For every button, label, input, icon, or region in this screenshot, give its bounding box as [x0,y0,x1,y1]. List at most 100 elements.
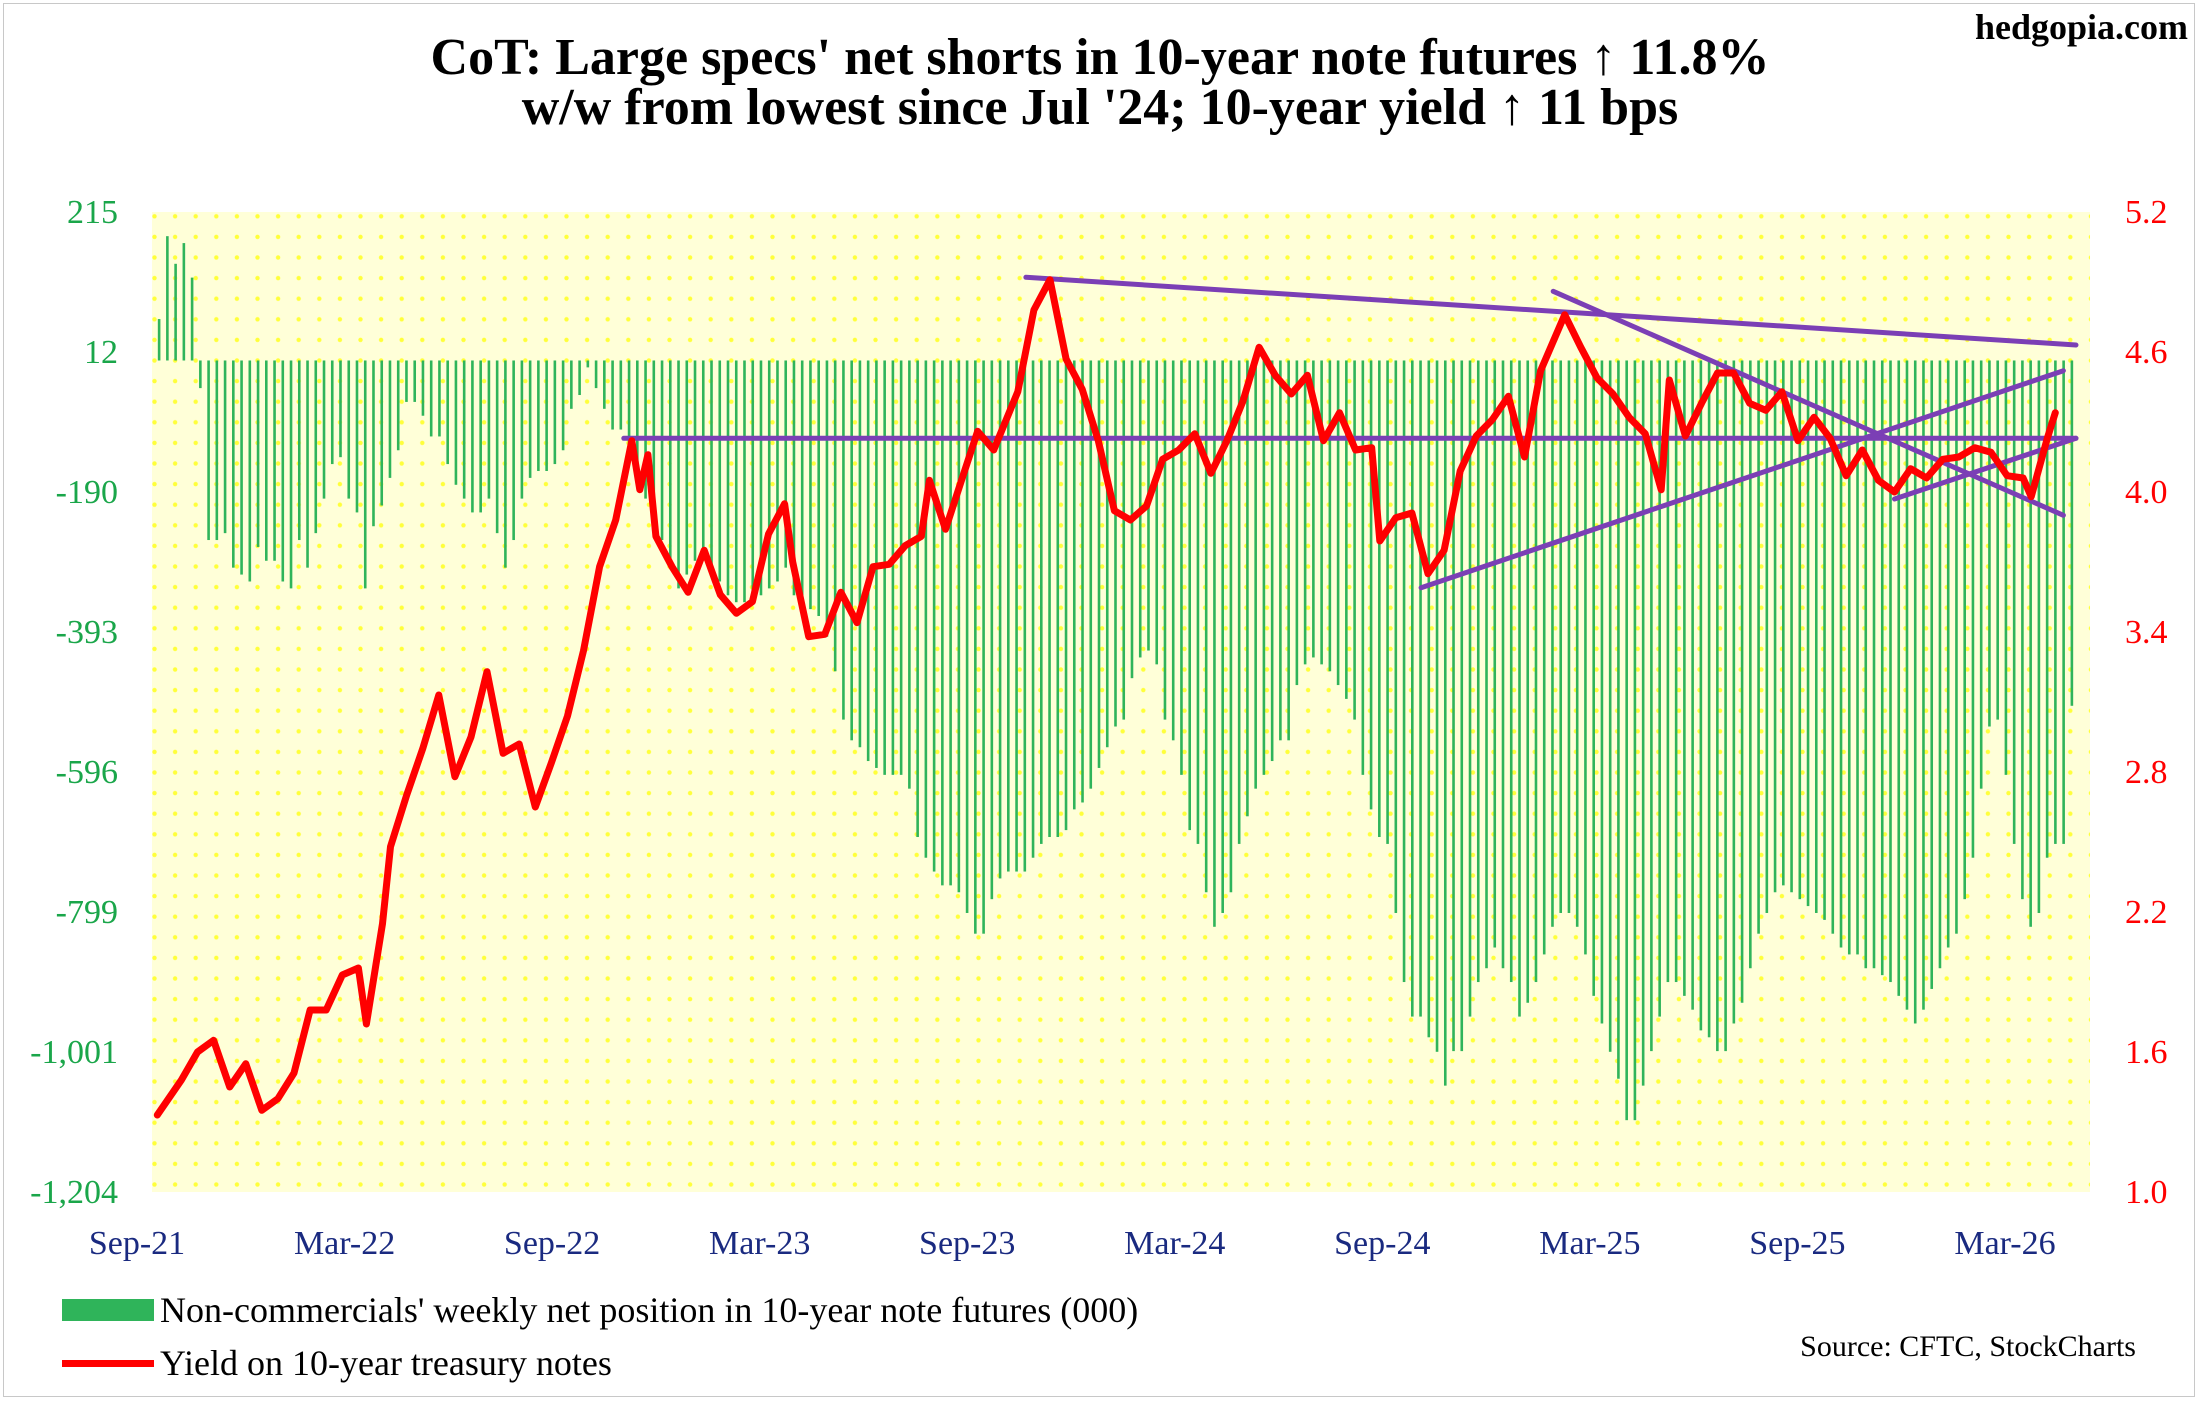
net-position-bar [504,360,507,568]
net-position-bar [190,277,194,361]
net-position-bar [1336,360,1340,686]
net-position-bar [1279,360,1282,741]
net-position-bar [1724,360,1727,1052]
net-position-bar [603,360,606,409]
net-position-bar [1493,360,1497,948]
net-position-bar [1674,360,1678,983]
net-position-bar [1411,360,1414,1017]
net-position-bar [380,360,384,506]
net-position-bar [471,360,474,513]
net-position-bar [388,360,392,478]
net-position-bar [693,360,697,561]
net-position-bar [1823,360,1826,920]
net-position-bar [1847,360,1851,955]
net-position-bar [1237,360,1241,844]
net-position-bar [1171,360,1175,741]
net-position-bar [2045,360,2049,858]
net-position-bar [2054,360,2057,844]
net-position-bar [1732,360,1736,1024]
net-position-bar [339,360,342,458]
net-position-bar [1617,360,1620,1079]
trendline [1023,274,2079,348]
net-position-bar [701,360,705,554]
net-position-bar [1790,360,1793,893]
net-position-bar [1015,360,1018,872]
net-position-bar [1856,360,1859,955]
site-watermark: hedgopia.com [1974,7,2188,47]
x-axis-tick-label: Mar-25 [1539,1225,1640,1262]
left-axis-tick-label: -1,001 [30,1034,118,1071]
net-position-bar [1839,360,1843,948]
right-axis: 5.2 4.6 4.0 3.4 2.8 2.2 1.6 1.0 [2125,194,2168,1211]
net-position-bar [2004,360,2008,775]
net-position-bar [1509,360,1513,983]
legend-swatch-yield [62,1359,154,1367]
net-position-bar [1270,360,1274,762]
net-position-bar [166,236,169,361]
right-axis-tick-label: 4.0 [2125,474,2168,511]
net-position-bar [1600,360,1604,1024]
net-position-bar [1814,360,1818,913]
net-position-bar [751,360,755,596]
net-position-bar [1691,360,1694,1010]
net-position-bar [2062,360,2065,844]
net-position-bar [710,360,713,568]
net-position-bar [1485,360,1488,969]
net-position-bar [545,360,548,471]
net-position-bar [487,360,491,499]
left-axis-tick-label: 215 [67,194,118,231]
net-position-bar [1831,360,1835,934]
net-position-bar [759,360,763,596]
net-position-bar [1806,360,1810,907]
net-position-bar [1979,360,1983,789]
net-position-bar [949,360,952,886]
net-position-bar [1798,360,1802,900]
net-position-bar [1114,360,1117,727]
net-position-bar [1889,360,1892,983]
net-position-bar [512,360,515,541]
net-position-bar [982,360,985,934]
net-position-bar [297,360,301,541]
net-position-bar [685,360,689,575]
net-position-bar [1328,360,1332,672]
net-position-bar [396,360,400,451]
net-position-bar [570,360,573,409]
net-position-bar [1930,360,1934,989]
net-position-bar [561,360,565,451]
net-position-bar [1699,360,1703,1031]
left-axis-tick-label: -596 [56,754,118,791]
net-position-bar [1105,360,1109,748]
net-position-bar [1872,360,1876,969]
left-axis-tick-label: -799 [56,894,118,931]
right-axis-tick-label: 1.0 [2125,1174,2168,1211]
net-position-bar [1938,360,1942,969]
net-position-bar [1707,360,1711,1038]
net-position-bar [1897,360,1901,996]
net-position-bar [1716,360,1719,1052]
net-position-bar [1394,360,1398,913]
net-position-bar [1765,360,1769,913]
net-position-bar [858,360,862,748]
net-position-bar [627,360,631,451]
net-position-bar [726,360,730,596]
net-position-bar [932,360,936,872]
net-position-bar [866,360,870,762]
net-position-bar [1221,360,1224,913]
net-position-bar [1402,360,1406,983]
legend-swatch-bars [62,1299,154,1321]
net-position-bar [1204,360,1208,893]
net-position-bar [537,360,540,471]
net-position-bar [644,360,647,499]
net-position-bar [1567,360,1571,913]
net-position-bar [1097,360,1101,768]
net-position-bar [1188,360,1191,831]
right-axis-tick-label: 4.6 [2125,334,2168,371]
net-position-bar [553,360,557,465]
net-position-bar [1031,360,1035,858]
net-position-bar [1575,360,1579,927]
net-position-bar [1081,360,1084,803]
legend-label-bars: Non-commercials' weekly net position in … [160,1290,1139,1330]
legend-label-yield: Yield on 10-year treasury notes [160,1343,612,1383]
net-position-bar [306,360,309,568]
